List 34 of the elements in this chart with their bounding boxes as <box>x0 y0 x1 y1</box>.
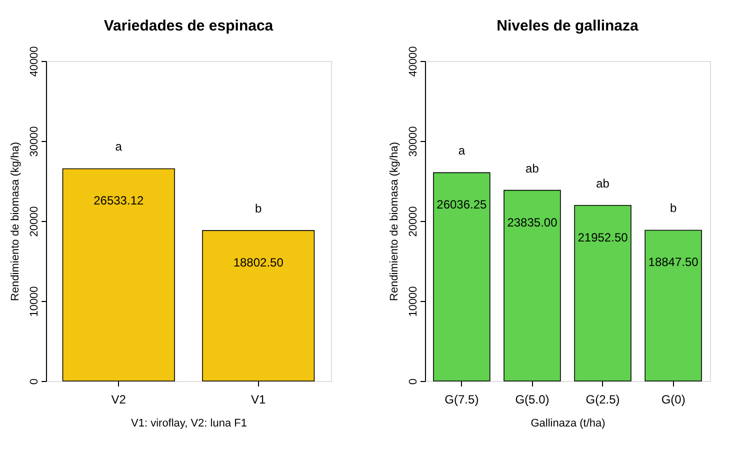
x-axis-title: V1: viroflay, V2: luna F1 <box>131 418 247 430</box>
y-tick-label: 20000 <box>408 206 420 237</box>
y-tick-label: 30000 <box>28 126 40 157</box>
y-tick-label: 0 <box>28 378 40 385</box>
y-tick-label: 10000 <box>28 286 40 317</box>
data-label: 26036.25 <box>436 198 488 212</box>
annotation: ab <box>596 176 610 190</box>
x-tick-label: G(7.5) <box>444 392 479 406</box>
annotation: b <box>255 202 262 216</box>
data-label: 21952.50 <box>578 230 628 244</box>
data-label: 26533.12 <box>94 194 144 208</box>
data-label: 18802.50 <box>233 256 284 270</box>
data-label: 23835.00 <box>507 215 558 230</box>
y-tick-label: 20000 <box>28 206 40 237</box>
chart-title: Niveles de gallinaza <box>496 18 640 35</box>
y-tick-label: 40000 <box>28 46 40 77</box>
chart-title: Variedades de espinaca <box>104 18 274 35</box>
x-tick-label: V2 <box>111 392 126 406</box>
y-tick-label: 30000 <box>408 126 420 157</box>
y-tick-label: 0 <box>408 378 420 385</box>
y-axis-title: Rendimiento de biomasa (kg/ha) <box>10 142 22 301</box>
annotation: ab <box>526 161 540 176</box>
annotation: a <box>115 140 122 154</box>
x-axis-title: Gallinaza (t/ha) <box>530 418 606 430</box>
annotation: b <box>670 201 677 216</box>
x-tick-label: G(5.0) <box>515 392 550 406</box>
data-label: 18847.50 <box>648 255 699 270</box>
x-tick-label: G(2.5) <box>586 392 620 406</box>
y-axis-title: Rendimiento de biomasa (kg/ha) <box>388 142 400 301</box>
x-tick-label: G(0) <box>661 392 686 406</box>
x-tick-label: V1 <box>251 392 266 406</box>
y-tick-label: 40000 <box>408 46 420 77</box>
annotation: a <box>458 144 466 158</box>
y-tick-label: 10000 <box>408 286 420 317</box>
